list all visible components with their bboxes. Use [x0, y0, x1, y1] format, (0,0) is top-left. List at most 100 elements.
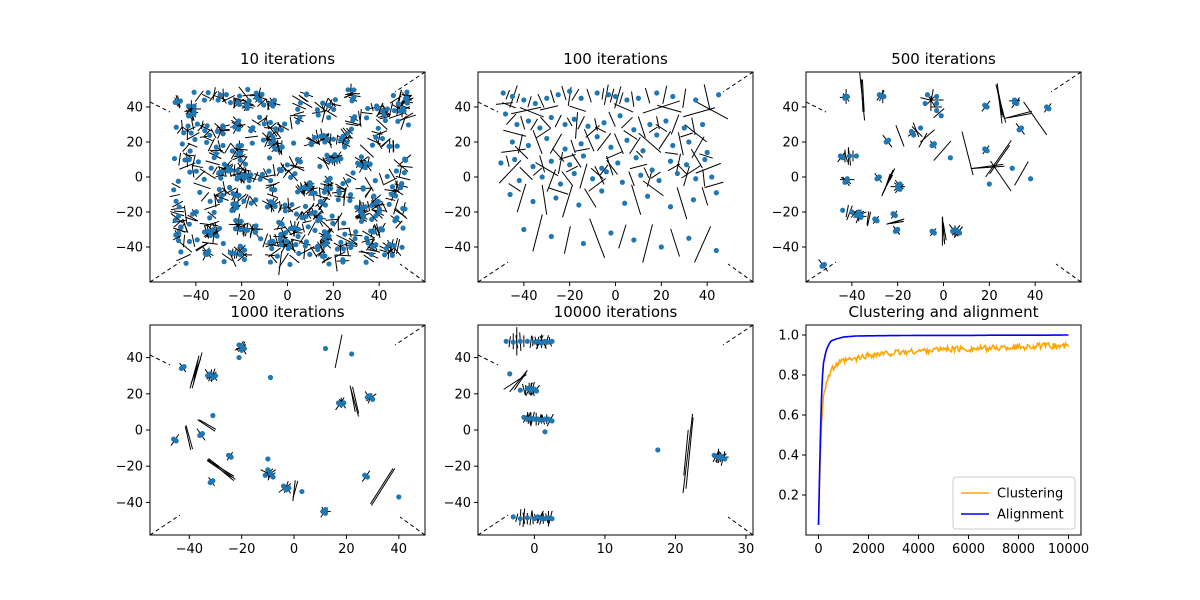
ticks [802, 106, 1036, 286]
voronoi-edge [371, 202, 384, 210]
data-point [290, 140, 297, 146]
data-point [297, 100, 304, 106]
y-tick-label: −40 [772, 241, 799, 256]
x-tick-label: 20 [325, 289, 342, 304]
data-point [187, 148, 193, 154]
data-point [537, 125, 543, 131]
voronoi-edge [583, 128, 595, 152]
voronoi-edge [221, 187, 231, 196]
data-point [202, 128, 208, 134]
voronoi-edge [214, 194, 229, 201]
data-point [272, 145, 278, 151]
plot-area [478, 325, 753, 535]
data-point [379, 135, 386, 142]
data-point [369, 202, 375, 209]
data-point [594, 90, 600, 96]
voronoi-edge [265, 117, 270, 130]
voronoi-edge [268, 247, 281, 258]
voronoi-edge [348, 237, 358, 245]
data-point [881, 93, 887, 100]
voronoi-edge [364, 176, 374, 192]
voronoi-edge [638, 132, 662, 153]
voronoi-edge [179, 162, 196, 170]
voronoi-edge [357, 111, 362, 127]
data-point [237, 251, 243, 258]
data-point [644, 193, 651, 199]
data-point [295, 106, 301, 112]
voronoi-edge [378, 172, 384, 185]
y-tick-label: 20 [782, 136, 799, 151]
data-point [390, 92, 396, 99]
voronoi-edge [498, 160, 522, 184]
data-point [405, 122, 412, 128]
voronoi-edge [850, 209, 858, 218]
data-point [330, 220, 336, 226]
x-tick-label: 0 [814, 542, 822, 557]
voronoi-edge [320, 183, 333, 187]
data-point [524, 515, 530, 521]
data-point [332, 152, 338, 158]
voronoi-edge [325, 109, 337, 118]
legend-label: Clustering [997, 487, 1063, 502]
data-point [373, 134, 379, 140]
data-point [510, 514, 516, 520]
voronoi-edge [182, 219, 188, 232]
voronoi-edge [540, 105, 559, 111]
data-points [171, 86, 412, 268]
voronoi-edge [173, 210, 185, 213]
voronoi-edge [233, 246, 242, 254]
data-point [303, 239, 310, 245]
data-point [292, 171, 298, 177]
data-point [312, 209, 318, 215]
data-point [259, 91, 265, 97]
voronoi-edge [268, 141, 277, 150]
data-point [312, 190, 318, 196]
data-point [612, 93, 619, 100]
voronoi-edge [249, 196, 258, 207]
data-point [302, 203, 309, 209]
data-point [305, 224, 311, 230]
x-tick-label: −40 [182, 289, 209, 304]
y-tick-label: −40 [444, 241, 471, 256]
data-point [498, 160, 504, 166]
y-tick-label: −20 [116, 460, 143, 475]
data-point [514, 121, 520, 128]
data-point [267, 470, 274, 477]
data-point [853, 212, 860, 219]
voronoi-edge [382, 177, 398, 186]
data-point [344, 139, 350, 145]
data-point [631, 237, 637, 243]
data-point [562, 146, 568, 152]
data-point [530, 163, 536, 170]
x-tick-label: 20 [338, 542, 355, 557]
data-point [332, 97, 339, 103]
data-point [194, 121, 200, 127]
voronoi-edge [272, 164, 276, 177]
data-point [181, 130, 187, 136]
data-point [283, 230, 289, 236]
voronoi-edge [289, 254, 300, 264]
voronoi-edge [322, 97, 329, 111]
data-point [192, 136, 198, 143]
data-point [509, 139, 515, 145]
voronoi-edge [235, 249, 239, 259]
x-tick-label: 6000 [952, 542, 985, 557]
data-point [211, 209, 217, 215]
voronoi-edge [182, 152, 193, 159]
data-point [396, 494, 402, 500]
data-point [235, 126, 242, 132]
voronoi-edge [657, 104, 682, 113]
voronoi-edge [571, 88, 580, 101]
voronoi-edge [941, 220, 946, 245]
data-point [549, 418, 555, 424]
data-point [373, 242, 379, 248]
voronoi-rays [478, 72, 753, 282]
data-point [549, 338, 555, 344]
voronoi-edge [614, 133, 624, 155]
data-point [382, 117, 389, 124]
series-line-clustering [817, 341, 1070, 526]
data-point [922, 100, 928, 107]
voronoi-edge [336, 186, 346, 191]
data-point [253, 95, 260, 101]
data-point [335, 400, 342, 406]
